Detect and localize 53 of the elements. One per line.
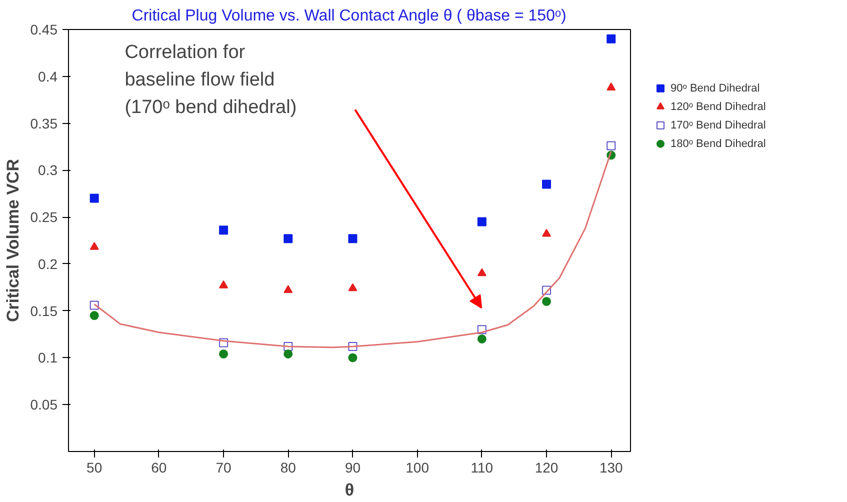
x-tick-label: 130 bbox=[599, 460, 624, 476]
point bbox=[477, 325, 486, 334]
x-tick-label: 100 bbox=[406, 460, 430, 476]
y-tick-label: 0.35 bbox=[30, 115, 58, 132]
point bbox=[606, 141, 616, 150]
point bbox=[284, 342, 293, 351]
point bbox=[219, 338, 228, 348]
x-tick-label: 80 bbox=[280, 460, 296, 476]
point bbox=[542, 296, 552, 306]
x-tick-label: 90 bbox=[344, 460, 361, 476]
point bbox=[477, 268, 486, 276]
point bbox=[90, 311, 99, 320]
point bbox=[219, 280, 228, 288]
legend-label: 90ᵒ Bend Dihedral bbox=[670, 82, 760, 94]
y-tick-label: 0.3 bbox=[38, 162, 58, 178]
point bbox=[542, 286, 552, 295]
y-tick-label: 0.05 bbox=[30, 396, 58, 413]
point bbox=[90, 242, 99, 250]
point bbox=[348, 353, 358, 362]
y-tick-label: 0.1 bbox=[38, 350, 58, 366]
x-axis-title: θ bbox=[344, 480, 354, 500]
legend-label: 180ᵒ Bend Dihedral bbox=[670, 138, 766, 150]
x-tick-label: 110 bbox=[470, 460, 494, 476]
y-tick-label: 0.25 bbox=[30, 209, 58, 226]
point bbox=[542, 228, 552, 237]
y-axis-title: Critical Volume VCR bbox=[3, 158, 22, 322]
point bbox=[348, 234, 358, 244]
point bbox=[284, 349, 293, 358]
point bbox=[219, 349, 228, 358]
point bbox=[348, 342, 358, 351]
y-tick-label: 0.15 bbox=[30, 302, 58, 319]
point bbox=[284, 234, 293, 244]
point bbox=[606, 34, 616, 44]
point bbox=[477, 334, 486, 344]
chart-title: Critical Plug Volume vs. Wall Contact Angle θ ( θbase = 150ᵒ) bbox=[132, 8, 566, 24]
x-tick-label: 60 bbox=[151, 460, 167, 476]
annotation: Correlation for baseline flow field (170ᵒ bend dihedral) bbox=[124, 42, 297, 118]
y-tick-label: 0.2 bbox=[38, 256, 58, 272]
x-tick-label: 120 bbox=[534, 460, 558, 476]
point bbox=[542, 180, 552, 189]
point bbox=[219, 226, 228, 235]
y-tick-label: 0.45 bbox=[30, 22, 58, 38]
y-tick-label: 0.4 bbox=[38, 68, 58, 84]
point bbox=[90, 300, 99, 310]
legend-label: 120ᵒ Bend Dihedral bbox=[670, 100, 766, 113]
legend-label: 170ᵒ Bend Dihedral bbox=[670, 119, 766, 132]
x-tick-label: 70 bbox=[216, 460, 232, 476]
point bbox=[284, 285, 293, 294]
point bbox=[90, 194, 99, 203]
point bbox=[606, 82, 616, 90]
point bbox=[348, 283, 358, 292]
x-tick-label: 50 bbox=[86, 460, 102, 476]
point bbox=[477, 217, 486, 226]
